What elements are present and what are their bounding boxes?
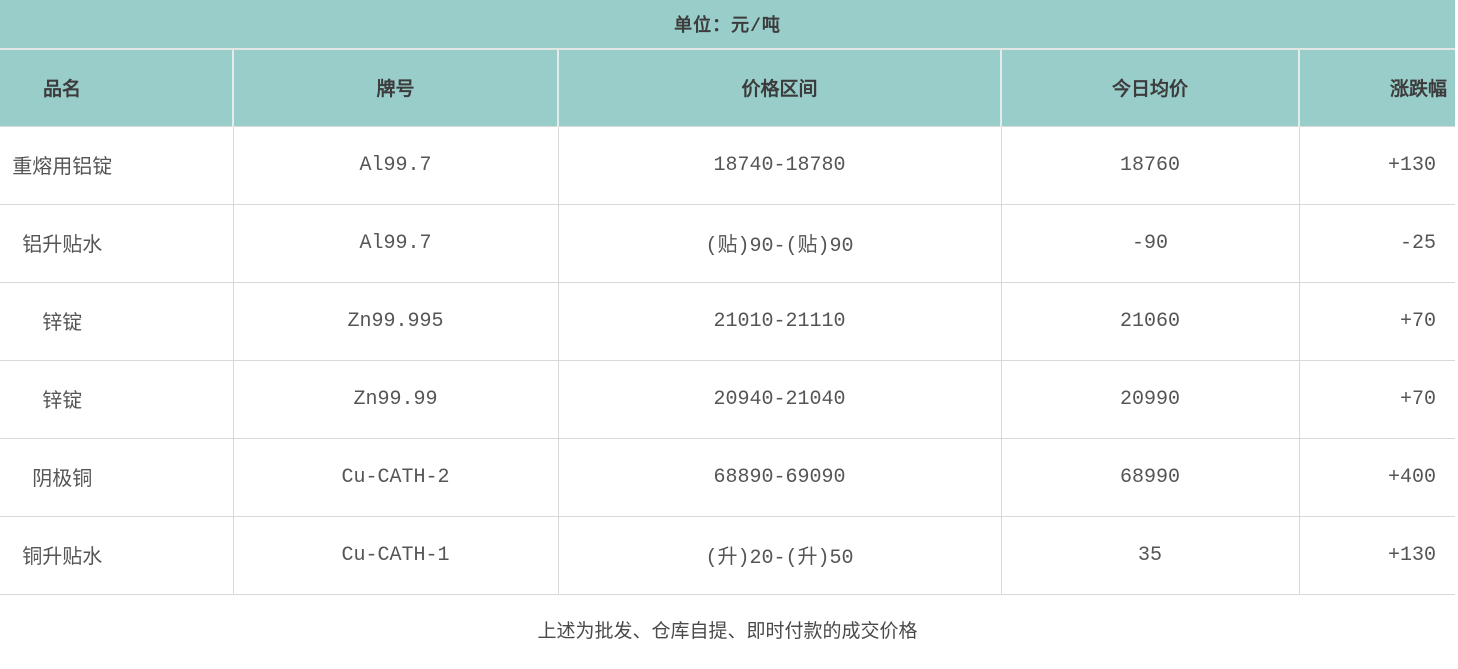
- cell-avg-price: 35: [1000, 516, 1299, 595]
- cell-grade: Al99.7: [232, 204, 558, 283]
- footer-note-wrap: 上述为批发、仓库自提、即时付款的成交价格: [0, 595, 1455, 665]
- table-row: 铜升贴水 Cu-CATH-1 (升)20-(升)50 35 +130: [0, 516, 1455, 595]
- metal-price-table: 品名 牌号 价格区间 今日均价 涨跌幅 重熔用铝锭 Al99.7 18740-1…: [0, 50, 1455, 595]
- col-header-grade: 牌号: [232, 50, 558, 127]
- cell-change: +70: [1298, 360, 1455, 439]
- col-header-price-range: 价格区间: [557, 50, 1001, 127]
- cell-change: +400: [1298, 438, 1455, 517]
- cell-product-name: 铝升贴水: [0, 204, 233, 283]
- cell-price-range: (升)20-(升)50: [557, 516, 1001, 595]
- cell-avg-price: -90: [1000, 204, 1299, 283]
- cell-product-name: 重熔用铝锭: [0, 126, 233, 205]
- cell-product-name: 锌锭: [0, 282, 233, 361]
- cell-change: +130: [1298, 516, 1455, 595]
- cell-grade: Cu-CATH-1: [232, 516, 558, 595]
- cell-price-range: 18740-18780: [557, 126, 1001, 205]
- cell-price-range: 21010-21110: [557, 282, 1001, 361]
- cell-avg-price: 21060: [1000, 282, 1299, 361]
- table-row: 锌锭 Zn99.995 21010-21110 21060 +70: [0, 282, 1455, 361]
- cell-grade: Cu-CATH-2: [232, 438, 558, 517]
- table-row: 铝升贴水 Al99.7 (贴)90-(贴)90 -90 -25: [0, 204, 1455, 283]
- col-header-avg-price: 今日均价: [1000, 50, 1299, 127]
- cell-grade: Al99.7: [232, 126, 558, 205]
- table-header-row: 品名 牌号 价格区间 今日均价 涨跌幅: [0, 50, 1455, 127]
- cell-price-range: 68890-69090: [557, 438, 1001, 517]
- cell-grade: Zn99.995: [232, 282, 558, 361]
- table-row: 重熔用铝锭 Al99.7 18740-18780 18760 +130: [0, 126, 1455, 205]
- cell-grade: Zn99.99: [232, 360, 558, 439]
- cell-avg-price: 18760: [1000, 126, 1299, 205]
- unit-label: 单位：元/吨: [674, 17, 781, 37]
- table-row: 锌锭 Zn99.99 20940-21040 20990 +70: [0, 360, 1455, 439]
- unit-bar: 单位：元/吨: [0, 0, 1455, 50]
- col-header-product-name: 品名: [0, 50, 233, 127]
- cell-change: +130: [1298, 126, 1455, 205]
- cell-avg-price: 68990: [1000, 438, 1299, 517]
- cell-change: -25: [1298, 204, 1455, 283]
- cell-product-name: 阴极铜: [0, 438, 233, 517]
- table-row: 阴极铜 Cu-CATH-2 68890-69090 68990 +400: [0, 438, 1455, 517]
- cell-avg-price: 20990: [1000, 360, 1299, 439]
- cell-product-name: 铜升贴水: [0, 516, 233, 595]
- col-header-change: 涨跌幅: [1298, 50, 1455, 127]
- cell-price-range: 20940-21040: [557, 360, 1001, 439]
- cell-change: +70: [1298, 282, 1455, 361]
- footer-note: 上述为批发、仓库自提、即时付款的成交价格: [537, 621, 918, 643]
- cell-product-name: 锌锭: [0, 360, 233, 439]
- cell-price-range: (贴)90-(贴)90: [557, 204, 1001, 283]
